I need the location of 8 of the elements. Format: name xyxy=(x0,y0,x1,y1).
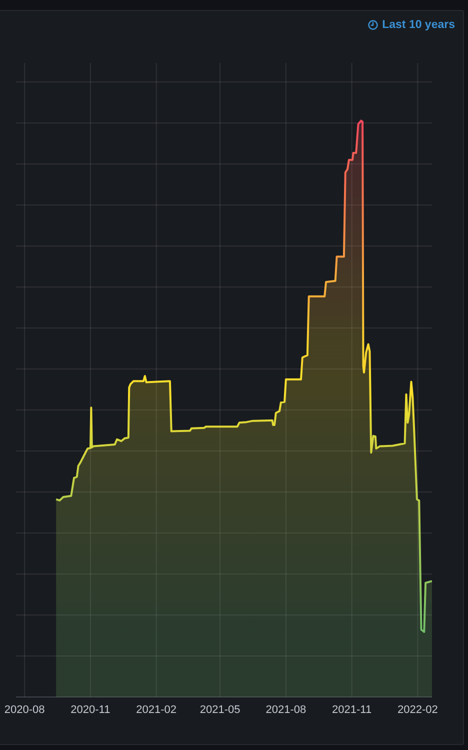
x-tick-label: 2020-11 xyxy=(70,704,110,716)
x-tick-label: 2020-08 xyxy=(4,704,45,716)
x-tick-label: 2021-11 xyxy=(332,704,372,716)
x-tick-label: 2022-02 xyxy=(397,704,438,716)
x-tick-label: 2021-05 xyxy=(200,704,240,716)
text: Last 10 years xyxy=(382,18,455,32)
x-tick-label: 2021-08 xyxy=(266,704,306,716)
x-tick-label: 2021-02 xyxy=(136,704,177,716)
